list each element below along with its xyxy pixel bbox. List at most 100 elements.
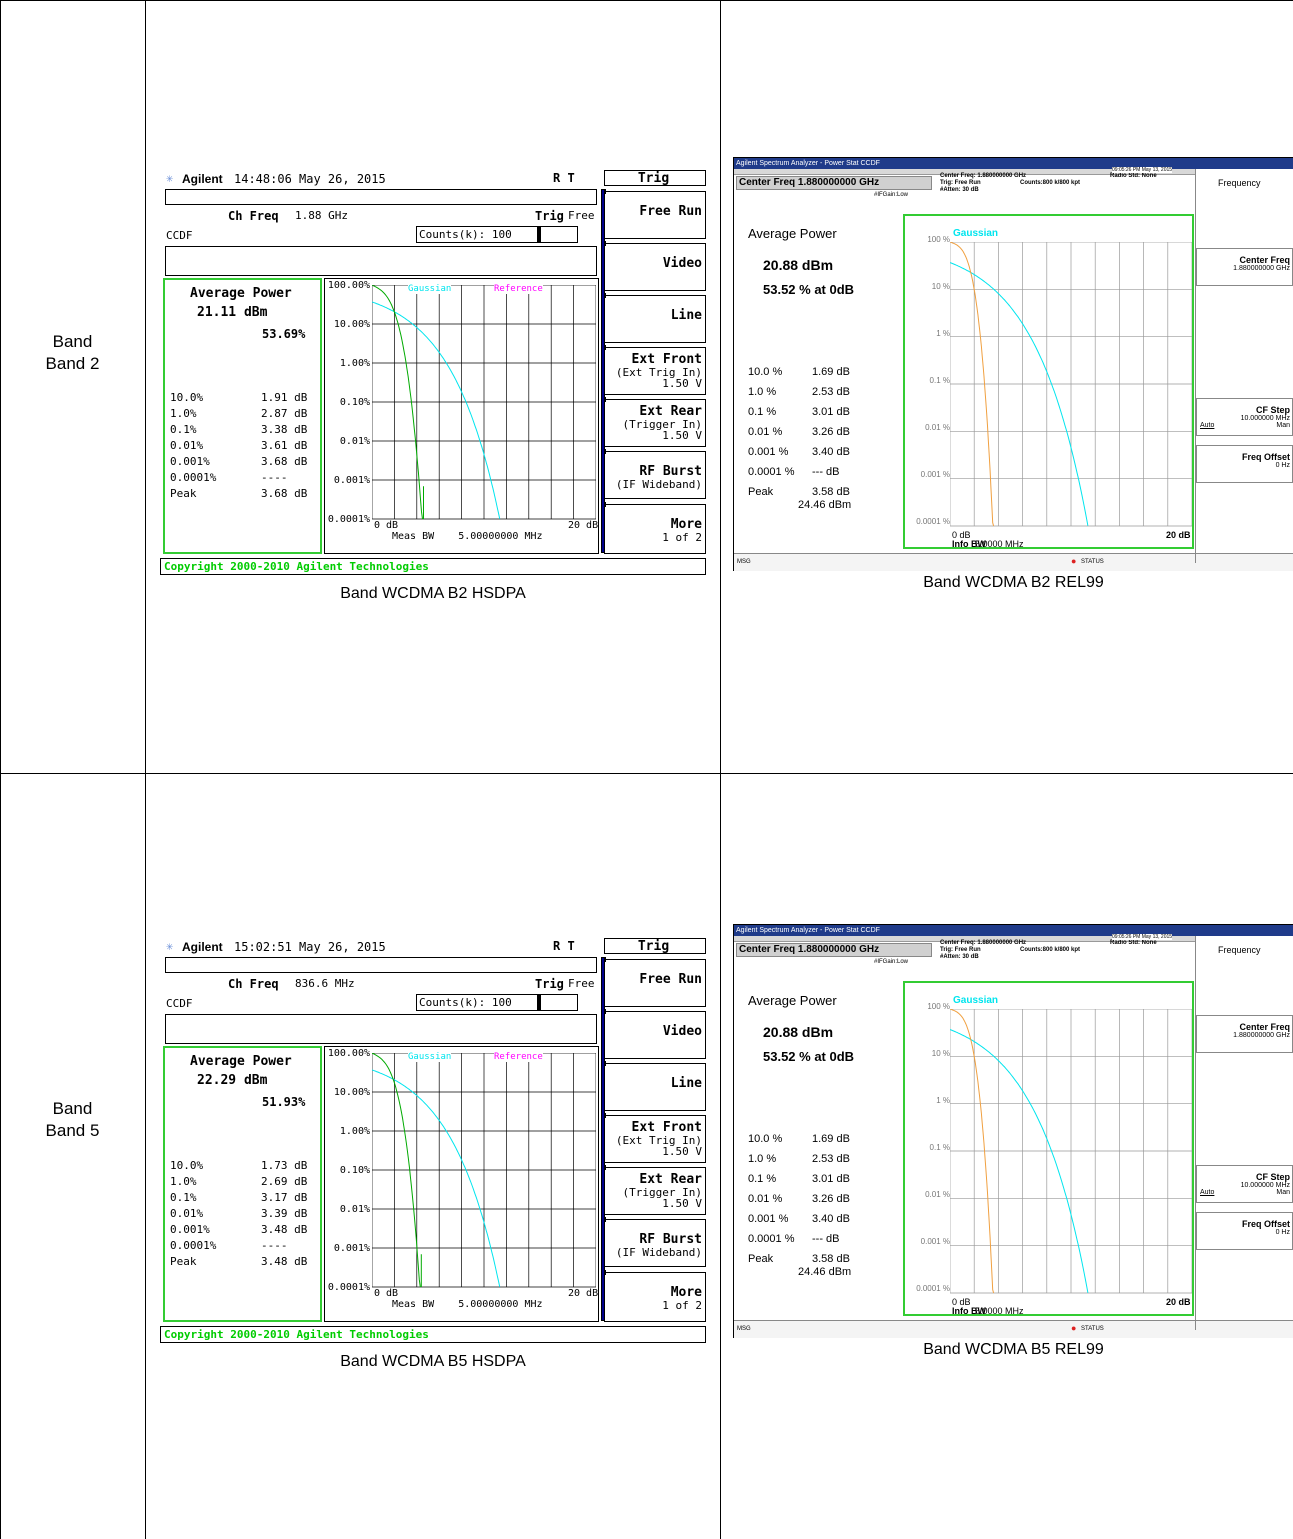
softkey-free-run[interactable]: Free Run	[604, 959, 706, 1007]
softkey-label: Ext Front	[631, 352, 702, 367]
softkey-center-freq[interactable]: Center Freq 1.880000000 GHz	[1196, 248, 1293, 286]
table-border-top	[0, 0, 1293, 1]
stat-probability: Peak	[748, 486, 774, 498]
softkey-label: RF Burst	[639, 464, 702, 479]
softkey-video[interactable]: Video	[604, 1011, 706, 1059]
softkey-panel	[1195, 169, 1293, 563]
softkey-trig[interactable]: Trig	[604, 170, 706, 186]
y-tick-label: 0.10%	[339, 397, 370, 408]
softkey-value: 10.000000 MHz	[1240, 415, 1290, 422]
counts-box: Counts(k): 100	[416, 226, 538, 243]
caption-rel99-band2: Band WCDMA B2 REL99	[923, 574, 1104, 591]
softkey-sublabel: 1 of 2	[662, 531, 702, 544]
message-bar	[734, 1320, 1293, 1338]
stat-value: 3.39 dB	[261, 1207, 308, 1220]
stat-value: 1.91 dB	[261, 391, 308, 404]
stat-value: 3.01 dB	[812, 1173, 850, 1185]
plot-panel	[903, 981, 1194, 1316]
softkey-sublabel: (IF Wideband)	[615, 478, 702, 491]
softkey-man: Man	[1276, 1189, 1290, 1196]
x-start-label: 0 dB	[374, 520, 399, 531]
softkey-more[interactable]: More 1 of 2	[604, 504, 706, 554]
y-tick-label: 0.0001 %	[916, 517, 950, 526]
stat-value: 3.40 dB	[812, 446, 850, 458]
info-radio-std: Radio Std: None	[1110, 940, 1157, 946]
softkey-trig[interactable]: Trig	[604, 938, 706, 954]
softkey-label: More	[670, 517, 702, 532]
status-indicators: R T	[553, 171, 575, 185]
stat-value: 3.38 dB	[261, 423, 308, 436]
softkey-center-freq[interactable]: Center Freq 1.880000000 GHz	[1196, 1015, 1293, 1053]
softkey-cf-step[interactable]: CF Step 10.000000 MHz Auto Man	[1196, 1165, 1293, 1203]
info-bw-label: Info BW	[952, 1306, 986, 1316]
softkey-line[interactable]: Line	[604, 1063, 706, 1111]
window-title: Agilent Spectrum Analyzer - Power Stat C…	[734, 158, 1293, 169]
x-start-label: 0 dB	[952, 530, 971, 540]
softkey-value: 1.880000000 GHz	[1233, 1032, 1290, 1039]
softkey-freq-offset[interactable]: Freq Offset 0 Hz	[1196, 445, 1293, 483]
softkey-label: Line	[670, 308, 702, 323]
softkey-label: CF Step	[1255, 1172, 1290, 1182]
stat-probability: 0.01%	[170, 439, 204, 452]
stat-value: 3.68 dB	[261, 455, 308, 468]
legend-gaussian: Gaussian	[953, 228, 999, 239]
status-indicators: R T	[553, 939, 575, 953]
stat-value: 3.68 dB	[261, 487, 308, 500]
sun-icon: ✳	[166, 939, 174, 953]
stat-value: --- dB	[812, 1233, 840, 1245]
y-tick-label: 0.0001%	[327, 514, 370, 525]
x-end-label: 20 dB	[1166, 1297, 1191, 1307]
stat-probability: 10.0%	[170, 1159, 204, 1172]
softkey-free-run[interactable]: Free Run	[604, 191, 706, 239]
stat-value: 3.40 dB	[812, 1213, 850, 1225]
softkey-freq-offset[interactable]: Freq Offset 0 Hz	[1196, 1212, 1293, 1250]
trig-value: Free	[568, 977, 595, 990]
header-bar	[734, 169, 1195, 175]
ch-freq-value: 836.6 MHz	[295, 977, 355, 990]
stat-probability: 10.0%	[170, 391, 204, 404]
softkey-value: 1.880000000 GHz	[1233, 265, 1290, 272]
stat-value: 3.17 dB	[261, 1191, 308, 1204]
y-tick-label: 100 %	[927, 1002, 950, 1011]
softkey-ext-rear[interactable]: Ext Rear (Trigger In) 1.50 V	[604, 1167, 706, 1215]
stat-value: 3.61 dB	[261, 439, 308, 452]
y-tick-label: 100.00%	[327, 1048, 370, 1059]
softkey-label: Ext Rear	[639, 404, 702, 419]
message-bar	[734, 553, 1293, 571]
band-label-line1: Band	[52, 332, 93, 351]
softkey-more[interactable]: More 1 of 2	[604, 1272, 706, 1322]
datetime: 14:48:06 May 26, 2015	[234, 172, 386, 186]
table-col-divider-2	[720, 0, 721, 1539]
sun-icon: ✳	[166, 171, 174, 185]
x-start-label: 0 dB	[374, 1288, 399, 1299]
softkey-sublabel: (Ext Trig In)	[615, 366, 702, 379]
peak-dbm: 24.46 dBm	[798, 499, 852, 511]
softkey-ext-front[interactable]: Ext Front (Ext Trig In) 1.50 V	[604, 1115, 706, 1163]
stat-probability: Peak	[170, 1255, 197, 1268]
mode-label: CCDF	[166, 997, 193, 1010]
softkey-video[interactable]: Video	[604, 243, 706, 291]
legend-gaussian: Gaussian	[953, 995, 999, 1006]
legend-gaussian: Gaussian	[408, 1052, 452, 1062]
softkey-rf-burst[interactable]: RF Burst (IF Wideband)	[604, 1219, 706, 1267]
softkey-ext-rear[interactable]: Ext Rear (Trigger In) 1.50 V	[604, 399, 706, 447]
stat-value: 1.73 dB	[261, 1159, 308, 1172]
stat-value: 3.58 dB	[812, 1253, 850, 1265]
softkey-label: RF Burst	[639, 1232, 702, 1247]
softkey-value: 0 Hz	[1275, 462, 1290, 469]
average-power-label: Average Power	[190, 1054, 292, 1069]
status-label: STATUS	[1081, 1326, 1104, 1332]
measured-curve	[950, 1009, 995, 1294]
softkey-sublabel: (Trigger In)	[622, 418, 702, 431]
softkey-line[interactable]: Line	[604, 295, 706, 343]
y-tick-label: 0.1 %	[929, 376, 950, 385]
softkey-rail	[601, 957, 605, 1321]
table-col-divider-1	[145, 0, 146, 1539]
gain-label: #IFGain:Low	[874, 192, 909, 198]
softkey-cf-step[interactable]: CF Step 10.000000 MHz Auto Man	[1196, 398, 1293, 436]
stat-probability: 0.1 %	[748, 1173, 777, 1185]
softkey-ext-front[interactable]: Ext Front (Ext Trig In) 1.50 V	[604, 347, 706, 395]
stat-probability: Peak	[170, 487, 197, 500]
softkey-rf-burst[interactable]: RF Burst (IF Wideband)	[604, 451, 706, 499]
